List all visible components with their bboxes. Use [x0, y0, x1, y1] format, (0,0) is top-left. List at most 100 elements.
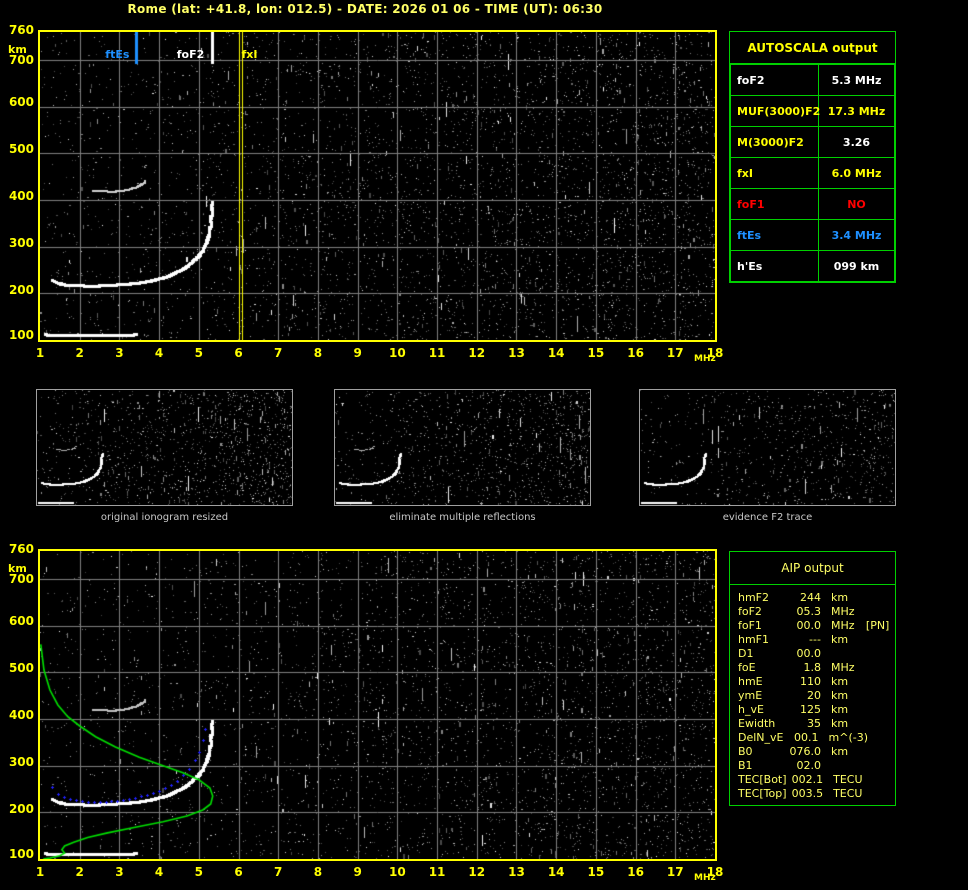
- autoscala-key: fxI: [730, 157, 819, 189]
- autoscala-value: 3.4 MHz: [818, 219, 895, 251]
- aip-unit: MHz: [830, 619, 855, 632]
- aip-extra: [866, 759, 895, 773]
- aip-value: 244: [799, 591, 821, 604]
- x-tick: 9: [353, 865, 362, 879]
- aip-extra: [866, 703, 895, 717]
- aip-value: 076.0: [789, 745, 821, 758]
- aip-row: foE 1.8 MHz: [738, 661, 895, 675]
- aip-rows: hmF2 244 km foF2 05.3 MHz foF1 00.0 MHz [PN] hmF1 -…: [730, 585, 895, 801]
- aip-key: TEC[Bot]: [738, 773, 787, 786]
- aip-unit: km: [830, 689, 849, 702]
- autoscala-key: M(3000)F2: [730, 126, 819, 158]
- aip-row: h_vE 125 km: [738, 703, 895, 717]
- aip-key: foF1: [738, 619, 762, 632]
- x-tick: 2: [75, 346, 84, 360]
- aip-unit: [831, 759, 866, 773]
- y-tick: 600: [8, 95, 34, 109]
- aip-value: 20: [806, 689, 821, 702]
- main-ionogram-canvas[interactable]: [40, 32, 715, 340]
- aip-extra: [866, 591, 895, 605]
- x-tick: 17: [666, 865, 684, 879]
- aip-row: B0 076.0 km: [738, 745, 895, 759]
- y-axis-unit: km: [8, 43, 27, 56]
- aip-unit: km: [830, 675, 849, 688]
- aip-unit: TECU: [833, 773, 863, 786]
- aip-unit: km: [830, 633, 849, 646]
- autoscala-row: foF1 NO: [730, 188, 895, 220]
- y-tick: 760: [8, 23, 34, 37]
- aip-unit: MHz: [830, 605, 855, 618]
- aip-extra: [PN]: [865, 619, 890, 632]
- x-tick: 14: [547, 865, 565, 879]
- x-tick: 13: [508, 346, 525, 360]
- aip-row: DelN_vE 00.1 m^(-3): [738, 731, 895, 745]
- autoscala-row: ftEs 3.4 MHz: [730, 219, 895, 251]
- x-tick: 16: [627, 865, 644, 879]
- aip-key: hmE: [738, 675, 763, 688]
- aip-value: 002.1: [791, 773, 824, 786]
- x-tick: 12: [468, 346, 486, 360]
- autoscala-key: h'Es: [730, 250, 819, 282]
- x-tick: 5: [194, 865, 203, 879]
- aip-value: 00.0: [796, 647, 821, 660]
- aip-unit: km: [830, 717, 849, 730]
- aip-value: 00.1: [794, 731, 819, 744]
- aip-extra: [866, 647, 895, 661]
- aip-row: ymE 20 km: [738, 689, 895, 703]
- y-tick: 400: [8, 189, 34, 203]
- autoscala-value: 17.3 MHz: [818, 95, 895, 127]
- x-tick: 6: [234, 346, 243, 360]
- autoscala-key: ftEs: [730, 219, 819, 251]
- thumbnail-evidence-f2-trace[interactable]: [639, 389, 896, 506]
- thumbnail-caption: evidence F2 trace: [722, 512, 813, 523]
- aip-value: 003.5: [791, 787, 824, 800]
- autoscala-row: M(3000)F2 3.26: [730, 126, 895, 158]
- autoscala-value: 5.3 MHz: [818, 64, 895, 96]
- aip-extra: [866, 633, 895, 647]
- aip-row: foF2 05.3 MHz: [738, 605, 895, 619]
- aip-title: AIP output: [730, 552, 895, 585]
- thumbnail-canvas: [640, 390, 895, 505]
- aip-unit: [831, 647, 866, 661]
- main-ionogram-panel[interactable]: [38, 30, 717, 342]
- thumbnail-eliminate-multiple-reflections[interactable]: [334, 389, 591, 506]
- profile-ionogram-panel[interactable]: [38, 549, 717, 861]
- x-tick: 18: [706, 865, 724, 879]
- thumbnail-original-ionogram[interactable]: [36, 389, 293, 506]
- autoscala-row: fxI 6.0 MHz: [730, 157, 895, 189]
- x-tick: 17: [666, 346, 684, 360]
- thumbnail-canvas: [37, 390, 292, 505]
- x-tick: 8: [313, 865, 323, 879]
- thumbnail-caption: eliminate multiple reflections: [389, 512, 536, 523]
- x-tick: 13: [508, 865, 525, 879]
- aip-key: ymE: [738, 689, 763, 702]
- y-tick: 400: [8, 708, 34, 722]
- x-tick: 11: [428, 865, 446, 879]
- aip-key: TEC[Top]: [738, 787, 787, 800]
- y-tick: 300: [8, 236, 34, 250]
- aip-key: h_vE: [738, 703, 764, 716]
- marker-label-fxi: fxI: [241, 48, 258, 61]
- aip-extra: [867, 773, 895, 787]
- aip-unit: km: [830, 745, 849, 758]
- aip-key: B0: [738, 745, 753, 758]
- autoscala-output-table: AUTOSCALA output foF2 5.3 MHz MUF(3000)F2 1…: [729, 31, 896, 283]
- aip-row: foF1 00.0 MHz [PN]: [738, 619, 895, 633]
- profile-ionogram-canvas[interactable]: [40, 551, 715, 859]
- y-tick: 700: [8, 53, 34, 67]
- marker-label-fof2: foF2: [176, 48, 205, 61]
- aip-key: B1: [738, 759, 753, 772]
- aip-extra: [866, 745, 895, 759]
- autoscala-value: 6.0 MHz: [818, 157, 895, 189]
- aip-row: hmE 110 km: [738, 675, 895, 689]
- x-tick: 7: [274, 865, 283, 879]
- x-tick: 6: [234, 865, 243, 879]
- aip-unit: MHz: [830, 661, 855, 674]
- x-tick: 4: [154, 865, 164, 879]
- aip-key: hmF1: [738, 633, 770, 646]
- aip-value: 125: [799, 703, 821, 716]
- aip-key: hmF2: [738, 591, 770, 604]
- aip-row: hmF2 244 km: [738, 591, 895, 605]
- aip-extra: [866, 605, 895, 619]
- aip-value: 00.0: [796, 619, 821, 632]
